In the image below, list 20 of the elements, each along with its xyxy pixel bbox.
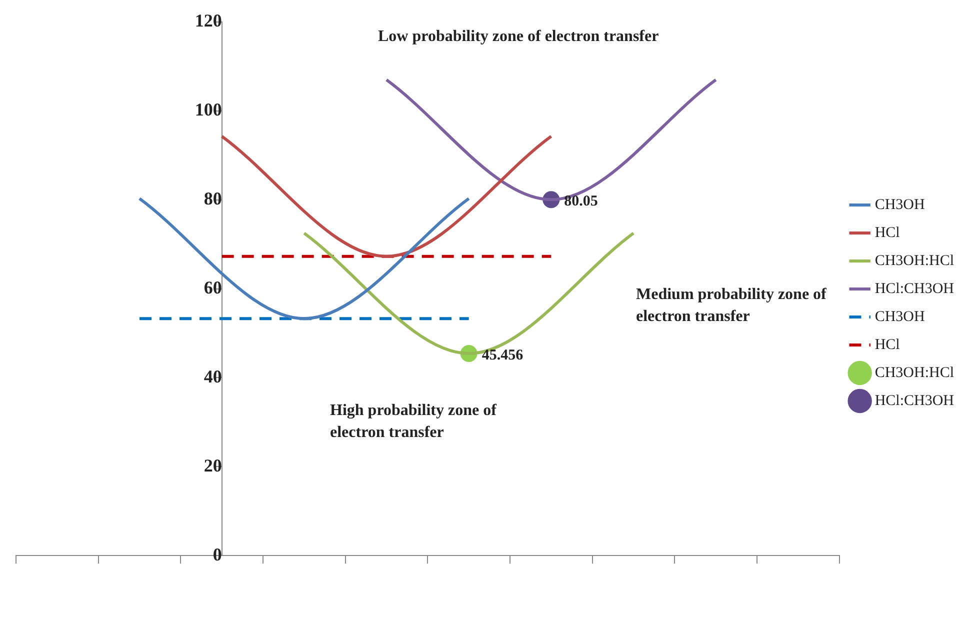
legend-label: CH3OH:HCl <box>874 364 954 381</box>
y-tick-label: 40 <box>204 366 222 386</box>
legend-label: CH3OH <box>874 308 925 325</box>
y-tick-label: 20 <box>204 455 222 476</box>
legend-label: CH3OH <box>874 196 925 213</box>
y-tick-label: 60 <box>204 277 222 298</box>
legend-label: HCl <box>874 336 900 353</box>
y-tick-label: 100 <box>194 100 222 120</box>
data-label: 80.05 <box>564 194 598 210</box>
y-tick-label: 80 <box>204 188 222 209</box>
annotation: Medium probability zone of electron transfer <box>636 285 828 327</box>
legend-label: HCl:CH3OH <box>874 392 954 409</box>
legend-label: HCl:CH3OH <box>874 280 954 297</box>
legend-label: HCl <box>874 224 900 241</box>
y-tick-label: 0 <box>212 544 222 564</box>
data-label: 45.456 <box>482 347 524 364</box>
annotation: Low probability zone of electron transfer <box>378 27 660 47</box>
y-tick-label: 120 <box>194 10 222 31</box>
legend-label: CH3OH:HCl <box>874 252 954 269</box>
annotation: High probability zone of electron transfer <box>330 401 498 443</box>
